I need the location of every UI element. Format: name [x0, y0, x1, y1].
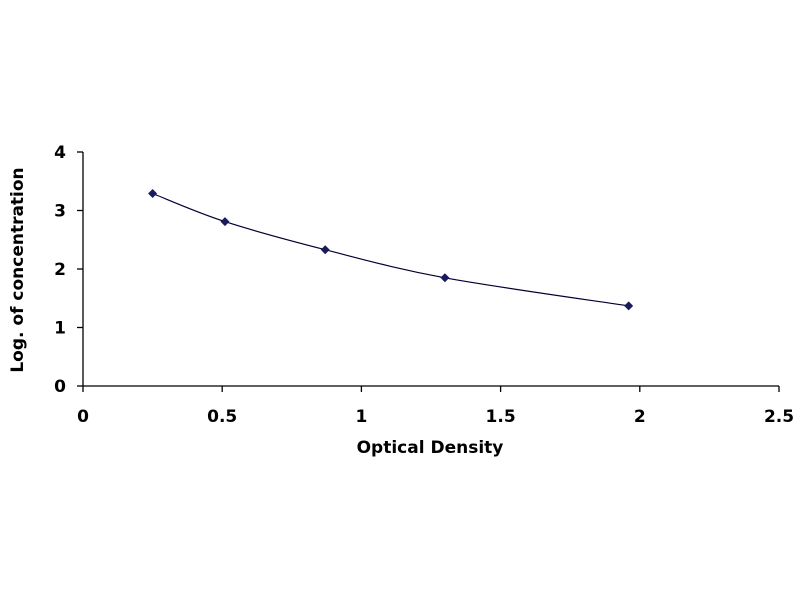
x-tick-label: 2.5: [764, 407, 794, 427]
y-axis-ticks: 0 1 2 3 4: [54, 143, 83, 397]
y-tick-label: 1: [54, 319, 66, 339]
data-point: [440, 273, 450, 283]
y-tick-label: 4: [54, 143, 66, 163]
data-point: [148, 189, 158, 199]
x-axis-ticks: 0 0.5 1 1.5 2 2.5: [77, 386, 794, 427]
y-axis-title: Log. of concentration: [8, 167, 28, 372]
data-point: [220, 217, 230, 227]
x-axis-title: Optical Density: [357, 438, 504, 458]
data-point: [320, 245, 330, 255]
x-tick-label: 2: [634, 407, 646, 427]
y-tick-label: 2: [54, 260, 66, 280]
x-tick-label: 0: [77, 407, 89, 427]
data-point: [624, 301, 634, 311]
fitted-curve: [152, 192, 629, 307]
x-tick-label: 1.5: [486, 407, 516, 427]
data-points: [148, 189, 634, 311]
x-tick-label: 0.5: [207, 407, 237, 427]
x-tick-label: 1: [355, 407, 367, 427]
y-tick-label: 3: [54, 202, 66, 222]
y-tick-label: 0: [54, 377, 66, 397]
